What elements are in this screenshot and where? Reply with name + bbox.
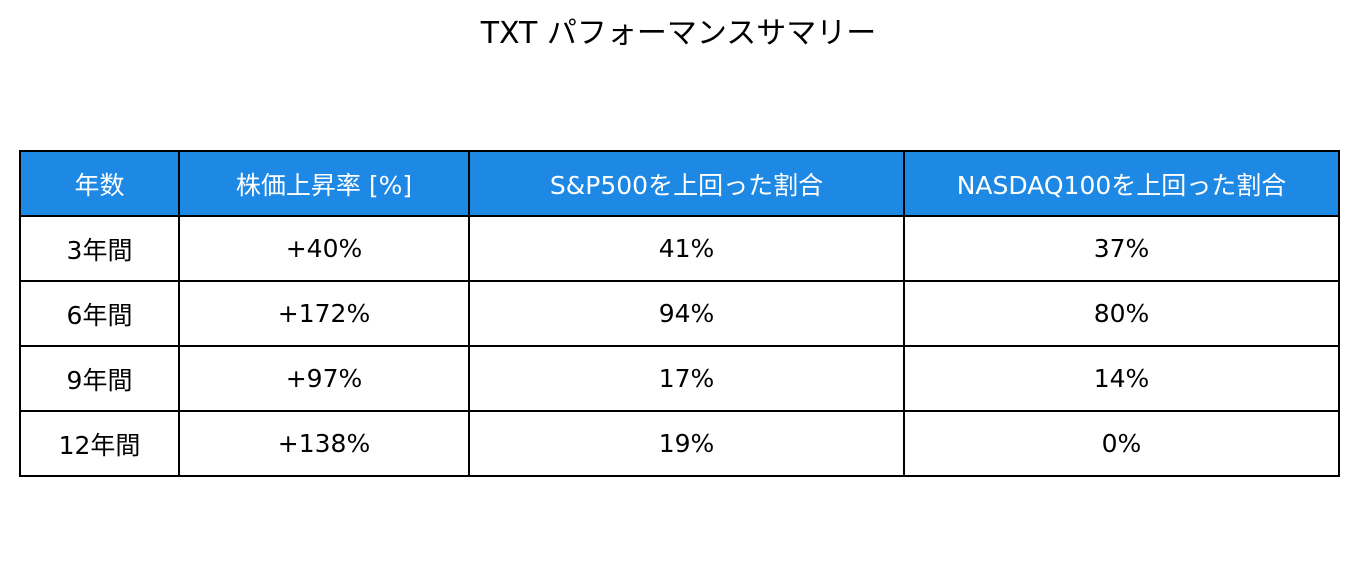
sp500-outperform-cell: 17% bbox=[468, 345, 905, 412]
sp500-outperform-cell: 19% bbox=[468, 410, 905, 477]
sp500-outperform-cell: 41% bbox=[468, 215, 905, 282]
nasdaq100-outperform-cell: 0% bbox=[903, 410, 1340, 477]
column-header-sp500-outperform: S&P500を上回った割合 bbox=[468, 150, 905, 217]
column-header-price-increase: 株価上昇率 [%] bbox=[178, 150, 470, 217]
table-row: 9年間 +97% 17% 14% bbox=[19, 345, 1340, 412]
table-header-row: 年数 株価上昇率 [%] S&P500を上回った割合 NASDAQ100を上回っ… bbox=[19, 150, 1340, 217]
row-period-cell: 9年間 bbox=[19, 345, 180, 412]
price-increase-cell: +172% bbox=[178, 280, 470, 347]
column-header-nasdaq100-outperform: NASDAQ100を上回った割合 bbox=[903, 150, 1340, 217]
price-increase-cell: +138% bbox=[178, 410, 470, 477]
table-row: 6年間 +172% 94% 80% bbox=[19, 280, 1340, 347]
nasdaq100-outperform-cell: 80% bbox=[903, 280, 1340, 347]
nasdaq100-outperform-cell: 14% bbox=[903, 345, 1340, 412]
nasdaq100-outperform-cell: 37% bbox=[903, 215, 1340, 282]
sp500-outperform-cell: 94% bbox=[468, 280, 905, 347]
row-period-cell: 12年間 bbox=[19, 410, 180, 477]
table-row: 3年間 +40% 41% 37% bbox=[19, 215, 1340, 282]
performance-summary-table: 年数 株価上昇率 [%] S&P500を上回った割合 NASDAQ100を上回っ… bbox=[19, 150, 1340, 477]
row-period-cell: 6年間 bbox=[19, 280, 180, 347]
column-header-years: 年数 bbox=[19, 150, 180, 217]
price-increase-cell: +97% bbox=[178, 345, 470, 412]
row-period-cell: 3年間 bbox=[19, 215, 180, 282]
price-increase-cell: +40% bbox=[178, 215, 470, 282]
table-row: 12年間 +138% 19% 0% bbox=[19, 410, 1340, 477]
chart-title: TXT パフォーマンスサマリー bbox=[480, 16, 877, 51]
